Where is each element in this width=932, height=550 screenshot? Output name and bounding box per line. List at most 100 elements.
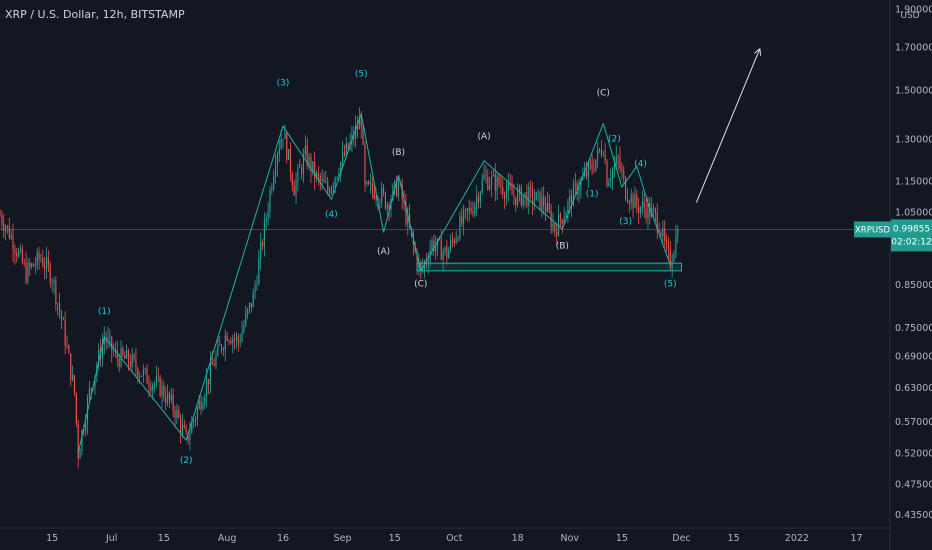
candle-body (554, 223, 556, 232)
currency-label: USD (900, 11, 919, 21)
candle-body (226, 335, 228, 341)
candle-body (126, 350, 128, 359)
wave-label: (4) (634, 159, 647, 169)
candle-body (515, 197, 517, 206)
candle-body (222, 349, 224, 351)
candle-body (420, 261, 422, 269)
candle-body (669, 248, 671, 268)
price-tick-label: 1.90000 (895, 4, 932, 15)
candle-body (455, 238, 457, 243)
candle-body (544, 205, 547, 212)
candle-body (396, 180, 398, 197)
candle-body (0, 215, 1, 217)
candle-body (275, 165, 277, 177)
candle-body (442, 251, 444, 260)
wave-lines-layer (77, 49, 760, 454)
candle-body (176, 409, 178, 418)
candle-body (431, 240, 433, 250)
candle-body (368, 181, 370, 184)
candle-body (124, 355, 126, 359)
candle-body (241, 331, 243, 342)
candle-body (315, 172, 318, 179)
time-tick-label: Jul (105, 533, 117, 544)
candle-body (165, 397, 167, 403)
candle-body (243, 324, 245, 332)
candle-body (498, 176, 500, 185)
time-tick-label: 15 (616, 533, 628, 544)
candle-body (32, 263, 35, 267)
candle-body (202, 403, 204, 410)
candle-body (42, 258, 44, 267)
candle-body (148, 383, 150, 388)
candle-body (215, 355, 217, 366)
wave-line-impulse-1 (77, 113, 362, 454)
candle-body (8, 225, 10, 238)
time-tick-label: Dec (672, 533, 690, 544)
wave-line-correction-abc (360, 113, 422, 271)
candle-body (483, 175, 485, 180)
candle-body (632, 194, 634, 209)
candle-body (66, 345, 68, 347)
candle-body (60, 311, 63, 320)
candle-body (621, 168, 623, 172)
candle-body (34, 265, 36, 267)
candle-body (40, 258, 42, 260)
candle-body (561, 219, 563, 224)
candle-body (355, 126, 357, 139)
candle-body (129, 362, 131, 367)
candle-body (381, 188, 383, 203)
candle-body (504, 194, 506, 199)
candle-body (263, 220, 265, 246)
candle-body (213, 364, 215, 366)
candle-body (476, 196, 478, 205)
candle-body (239, 341, 241, 343)
candle-body (626, 198, 629, 203)
candle-body (541, 196, 543, 210)
candle-body (576, 183, 578, 195)
time-tick-label: 15 (158, 533, 170, 544)
candle-body (122, 348, 124, 356)
candle-body (23, 262, 25, 264)
candle-body (83, 430, 85, 432)
price-axis[interactable]: 1.90000 1.70000 1.50000 1.30000 1.15000 1.050… (889, 0, 932, 550)
candle-body (189, 433, 191, 441)
candle-body (602, 154, 604, 156)
candle-body (109, 336, 111, 338)
wave-labels-layer: (1) (2) (3) (4) (5) (B) (A) (C) (A) (B) (C) (2) (1) (… (98, 70, 677, 467)
candle-body (479, 192, 481, 203)
price-tick-label: 0.52000 (895, 449, 932, 460)
time-tick-label: 15 (728, 533, 740, 544)
candle-body (247, 309, 249, 314)
candle-body (530, 186, 532, 189)
candle-body (556, 231, 558, 236)
candle-body (489, 185, 491, 190)
wave-label: (1) (586, 189, 599, 199)
candle-body (505, 190, 508, 199)
candle-body (144, 368, 146, 370)
candle-body (511, 186, 513, 195)
wave-line-impulse-2 (602, 123, 671, 266)
price-tick-label: 1.50000 (895, 85, 932, 96)
candle-body (584, 171, 586, 177)
candle-body (664, 228, 666, 241)
candle-body (433, 240, 435, 252)
candle-body (57, 303, 59, 305)
candle-body (196, 408, 198, 419)
candle-body (539, 191, 541, 210)
candle-body (198, 401, 200, 409)
price-tick-label: 0.43500 (895, 510, 932, 521)
candle-body (157, 376, 159, 378)
candle-body (178, 409, 180, 418)
candle-body (280, 139, 282, 149)
candle-body (660, 231, 662, 236)
candle-body (528, 186, 530, 206)
candle-body (634, 194, 636, 209)
candle-body (286, 132, 288, 160)
candle-body (276, 154, 278, 166)
candle-body (571, 195, 573, 207)
time-axis[interactable]: 15 Jul 15 Aug 16 Sep 15 Oct 18 Nov 15 Dec 15 2022 17 (0, 527, 890, 544)
candle-body (578, 189, 580, 195)
candle-body (191, 422, 193, 434)
candle-body (459, 216, 461, 239)
